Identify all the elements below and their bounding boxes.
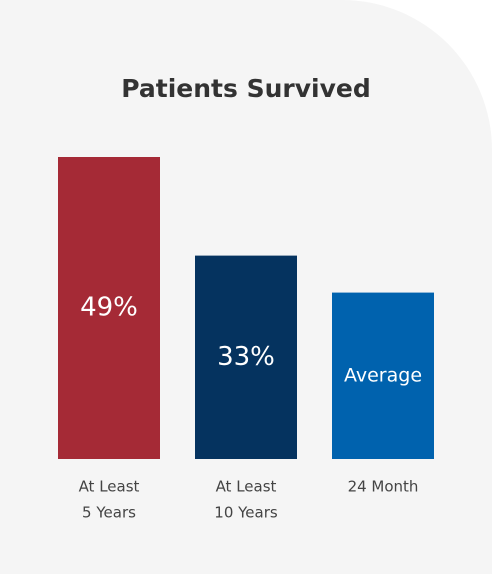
chart-title: Patients Survived [121, 74, 370, 103]
x-tick-label: 5 Years [82, 504, 136, 522]
value-label: 33% [217, 342, 275, 372]
x-tick-label: 10 Years [214, 504, 278, 522]
bar [195, 255, 297, 459]
x-tick-label: 24 Month [348, 478, 419, 496]
x-tick-label: At Least [216, 478, 277, 496]
bar [58, 157, 160, 459]
x-tick-label: At Least [79, 478, 140, 496]
value-label: Average [344, 364, 422, 386]
bar [332, 292, 434, 459]
value-label: 49% [80, 293, 138, 323]
